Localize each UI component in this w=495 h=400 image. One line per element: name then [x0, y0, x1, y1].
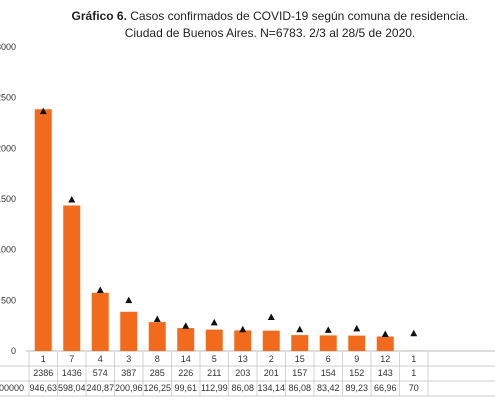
- table-cell-rate: 126,25: [143, 383, 171, 393]
- table-cell-rate: 134,14: [257, 383, 285, 393]
- chart-title-text: Casos confirmados de COVID-19 según comu…: [130, 9, 469, 23]
- table-cell-rate: 946,63: [29, 383, 57, 393]
- table-cell-cases: 2386: [33, 368, 53, 378]
- y-tick-label: 500: [1, 295, 16, 305]
- y-tick-label: 3000: [0, 42, 16, 52]
- table-cell-cases: 203: [235, 368, 250, 378]
- table-cell-rate: 70: [409, 383, 419, 393]
- rate-marker: [267, 313, 275, 321]
- table-cell-rate: 86,08: [288, 383, 311, 393]
- table-cell-rate: 598,04: [58, 383, 86, 393]
- table-cell-rate: 112,99: [201, 383, 228, 393]
- x-tick-label: 2: [269, 354, 274, 364]
- y-tick-label: 2500: [0, 93, 16, 103]
- table-cell-rate: 89,23: [345, 383, 368, 393]
- table-cell-cases: 201: [264, 368, 279, 378]
- table-cell-rate: 200,96: [115, 383, 143, 393]
- chart-title: Gráfico 6. Casos confirmados de COVID-19…: [60, 8, 480, 42]
- table-row-label: 00000: [0, 383, 24, 393]
- table-cell-cases: 387: [121, 368, 136, 378]
- bar: [34, 109, 52, 352]
- bar: [91, 292, 109, 351]
- y-tick-label: 1000: [0, 245, 16, 255]
- x-tick-label: 3: [126, 354, 131, 364]
- x-tick-label: 4: [98, 354, 103, 364]
- x-tick-label: 9: [354, 354, 359, 364]
- rate-marker: [410, 329, 418, 337]
- table-cell-cases: 226: [178, 368, 193, 378]
- bar: [63, 205, 81, 351]
- rate-marker: [210, 318, 218, 326]
- bar: [177, 328, 195, 351]
- x-tick-label: 8: [155, 354, 160, 364]
- bar: [376, 336, 394, 351]
- bar: [291, 335, 309, 351]
- bar: [348, 335, 366, 351]
- rate-marker: [381, 330, 389, 338]
- rate-marker: [68, 195, 76, 203]
- bar: [148, 322, 166, 351]
- bar: [205, 329, 223, 351]
- table-cell-cases: 1: [411, 368, 416, 378]
- x-tick-label: 5: [212, 354, 217, 364]
- x-tick-label: 12: [380, 354, 390, 364]
- rate-marker: [296, 325, 304, 333]
- y-tick-label: 2000: [0, 143, 16, 153]
- chart-title-prefix: Gráfico 6.: [71, 9, 127, 23]
- table-cell-cases: 154: [321, 368, 336, 378]
- table-cell-cases: 211: [207, 368, 221, 378]
- table-cell-rate: 99,61: [174, 383, 197, 393]
- x-tick-label: 1: [411, 354, 416, 364]
- chart-title-line-1: Gráfico 6. Casos confirmados de COVID-19…: [60, 8, 480, 25]
- bar: [120, 311, 138, 351]
- bar: [319, 335, 337, 351]
- table-cell-cases: 157: [292, 368, 307, 378]
- y-tick-label: 0: [11, 346, 16, 356]
- table-cell-cases: 152: [349, 368, 364, 378]
- x-tick-label: 14: [181, 354, 191, 364]
- rate-marker: [239, 325, 247, 333]
- bar: [262, 330, 280, 351]
- rate-marker: [125, 296, 133, 304]
- rate-marker: [324, 326, 332, 333]
- x-tick-label: 15: [295, 354, 305, 364]
- table-cell-rate: 86,08: [231, 383, 254, 393]
- table-cell-rate: 83,42: [317, 383, 340, 393]
- rate-marker: [96, 286, 104, 293]
- chart-title-line-2: Ciudad de Buenos Aires. N=6783. 2/3 al 2…: [124, 26, 416, 40]
- x-tick-label: 13: [238, 354, 248, 364]
- rate-marker: [153, 315, 161, 323]
- table-cell-cases: 285: [150, 368, 165, 378]
- table-cell-rate: 240,87: [86, 383, 114, 393]
- table-cell-cases: 143: [378, 368, 393, 378]
- table-cell-rate: 66,96: [374, 383, 397, 393]
- rate-marker: [353, 324, 361, 332]
- bar: [234, 330, 252, 351]
- x-tick-label: 6: [326, 354, 331, 364]
- y-tick-label: 1500: [0, 194, 16, 204]
- x-tick-label: 1: [41, 354, 46, 364]
- table-cell-cases: 574: [93, 368, 108, 378]
- table-cell-cases: 1436: [62, 368, 82, 378]
- rate-marker: [39, 107, 47, 115]
- rate-marker: [182, 322, 190, 329]
- x-tick-label: 7: [69, 354, 74, 364]
